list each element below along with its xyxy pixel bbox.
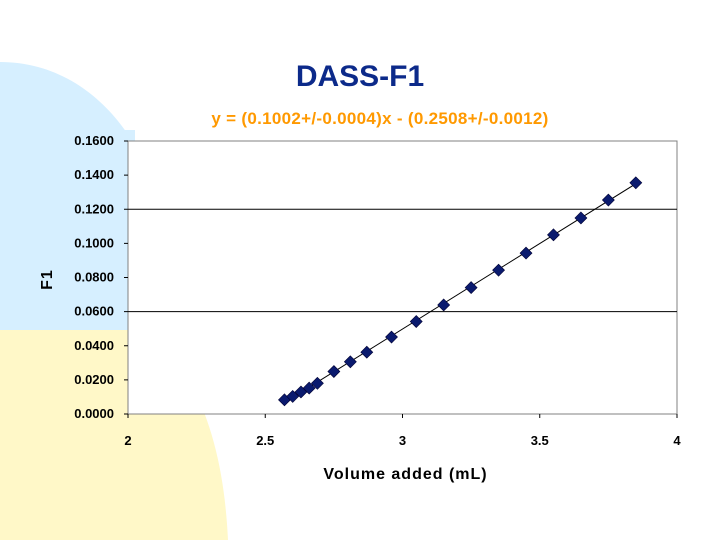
data-point xyxy=(547,228,560,242)
x-tick-label: 4 xyxy=(673,433,681,448)
y-axis-title: F1 xyxy=(39,269,56,290)
x-tick-label: 3.5 xyxy=(531,433,549,448)
x-tick-label: 2 xyxy=(124,433,131,448)
x-tick-label: 2.5 xyxy=(256,433,274,448)
x-axis-title: Volume added (mL) xyxy=(323,466,487,483)
y-tick-label: 0.0600 xyxy=(74,304,114,319)
data-point xyxy=(464,281,478,294)
data-point xyxy=(360,345,374,359)
data-point xyxy=(492,263,505,277)
y-tick-label: 0.1000 xyxy=(74,235,114,250)
data-point xyxy=(310,376,324,390)
data-point xyxy=(519,246,533,260)
slide-title: DASS-F1 xyxy=(295,60,425,93)
data-point xyxy=(601,193,615,207)
y-tick-label: 0.0000 xyxy=(74,406,114,421)
y-tick-label: 0.1400 xyxy=(74,167,114,182)
data-point xyxy=(409,315,423,328)
data-point xyxy=(343,355,357,369)
data-point xyxy=(437,298,451,312)
y-tick-label: 0.1600 xyxy=(74,133,114,148)
data-point xyxy=(286,390,300,403)
data-point xyxy=(385,330,398,344)
regression-equation: y = (0.1002+/-0.0004)x - (0.2508+/-0.001… xyxy=(211,109,549,128)
x-tick-label: 3 xyxy=(399,433,406,448)
data-point xyxy=(629,176,643,190)
y-tick-label: 0.0400 xyxy=(74,338,114,353)
y-tick-label: 0.1200 xyxy=(74,201,114,216)
data-point xyxy=(302,381,316,395)
data-point xyxy=(574,211,588,225)
background-blue-band xyxy=(0,130,135,330)
y-tick-label: 0.0200 xyxy=(74,372,114,387)
y-tick-label: 0.0800 xyxy=(74,270,114,285)
plot-area xyxy=(127,140,678,415)
data-point xyxy=(327,365,341,378)
